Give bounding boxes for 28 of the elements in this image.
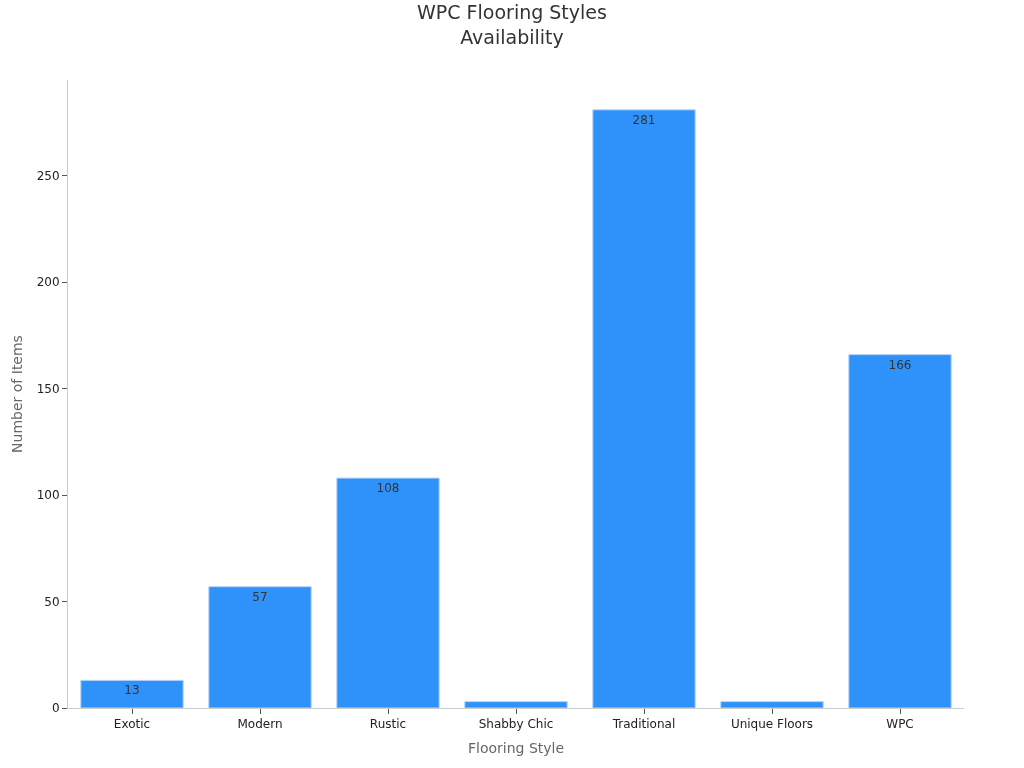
y-axis-title: Number of Items bbox=[9, 335, 26, 453]
y-tick-label: 50 bbox=[44, 594, 60, 609]
data-label: 57 bbox=[252, 589, 268, 604]
x-tick-label: WPC bbox=[886, 717, 914, 732]
data-label: 281 bbox=[632, 112, 656, 127]
x-tick-label: Rustic bbox=[369, 717, 407, 732]
bar bbox=[592, 109, 696, 708]
bar bbox=[80, 679, 184, 708]
y-tick-label: 100 bbox=[36, 488, 60, 503]
x-tick-label: Shabby Chic bbox=[478, 717, 554, 732]
bar bbox=[848, 354, 952, 708]
x-tick-label: Unique Floors bbox=[730, 717, 814, 732]
x-tick-label: Modern bbox=[237, 717, 283, 732]
bar bbox=[464, 701, 568, 708]
x-tick-label: Traditional bbox=[611, 717, 676, 732]
data-label: 108 bbox=[376, 481, 400, 496]
x-axis-title: Flooring Style bbox=[467, 739, 565, 756]
y-tick-label: 200 bbox=[36, 275, 60, 290]
data-label: 166 bbox=[888, 357, 912, 372]
bar bbox=[208, 586, 312, 708]
chart-title: WPC Flooring Styles Availability bbox=[417, 1, 607, 48]
y-tick-label: 150 bbox=[36, 381, 60, 396]
bar bbox=[720, 701, 824, 708]
y-tick-label: 250 bbox=[36, 169, 60, 183]
x-tick-label: Exotic bbox=[113, 717, 151, 732]
y-tick-label: 0 bbox=[51, 701, 60, 716]
bar bbox=[336, 477, 440, 708]
data-label: 13 bbox=[124, 683, 140, 698]
